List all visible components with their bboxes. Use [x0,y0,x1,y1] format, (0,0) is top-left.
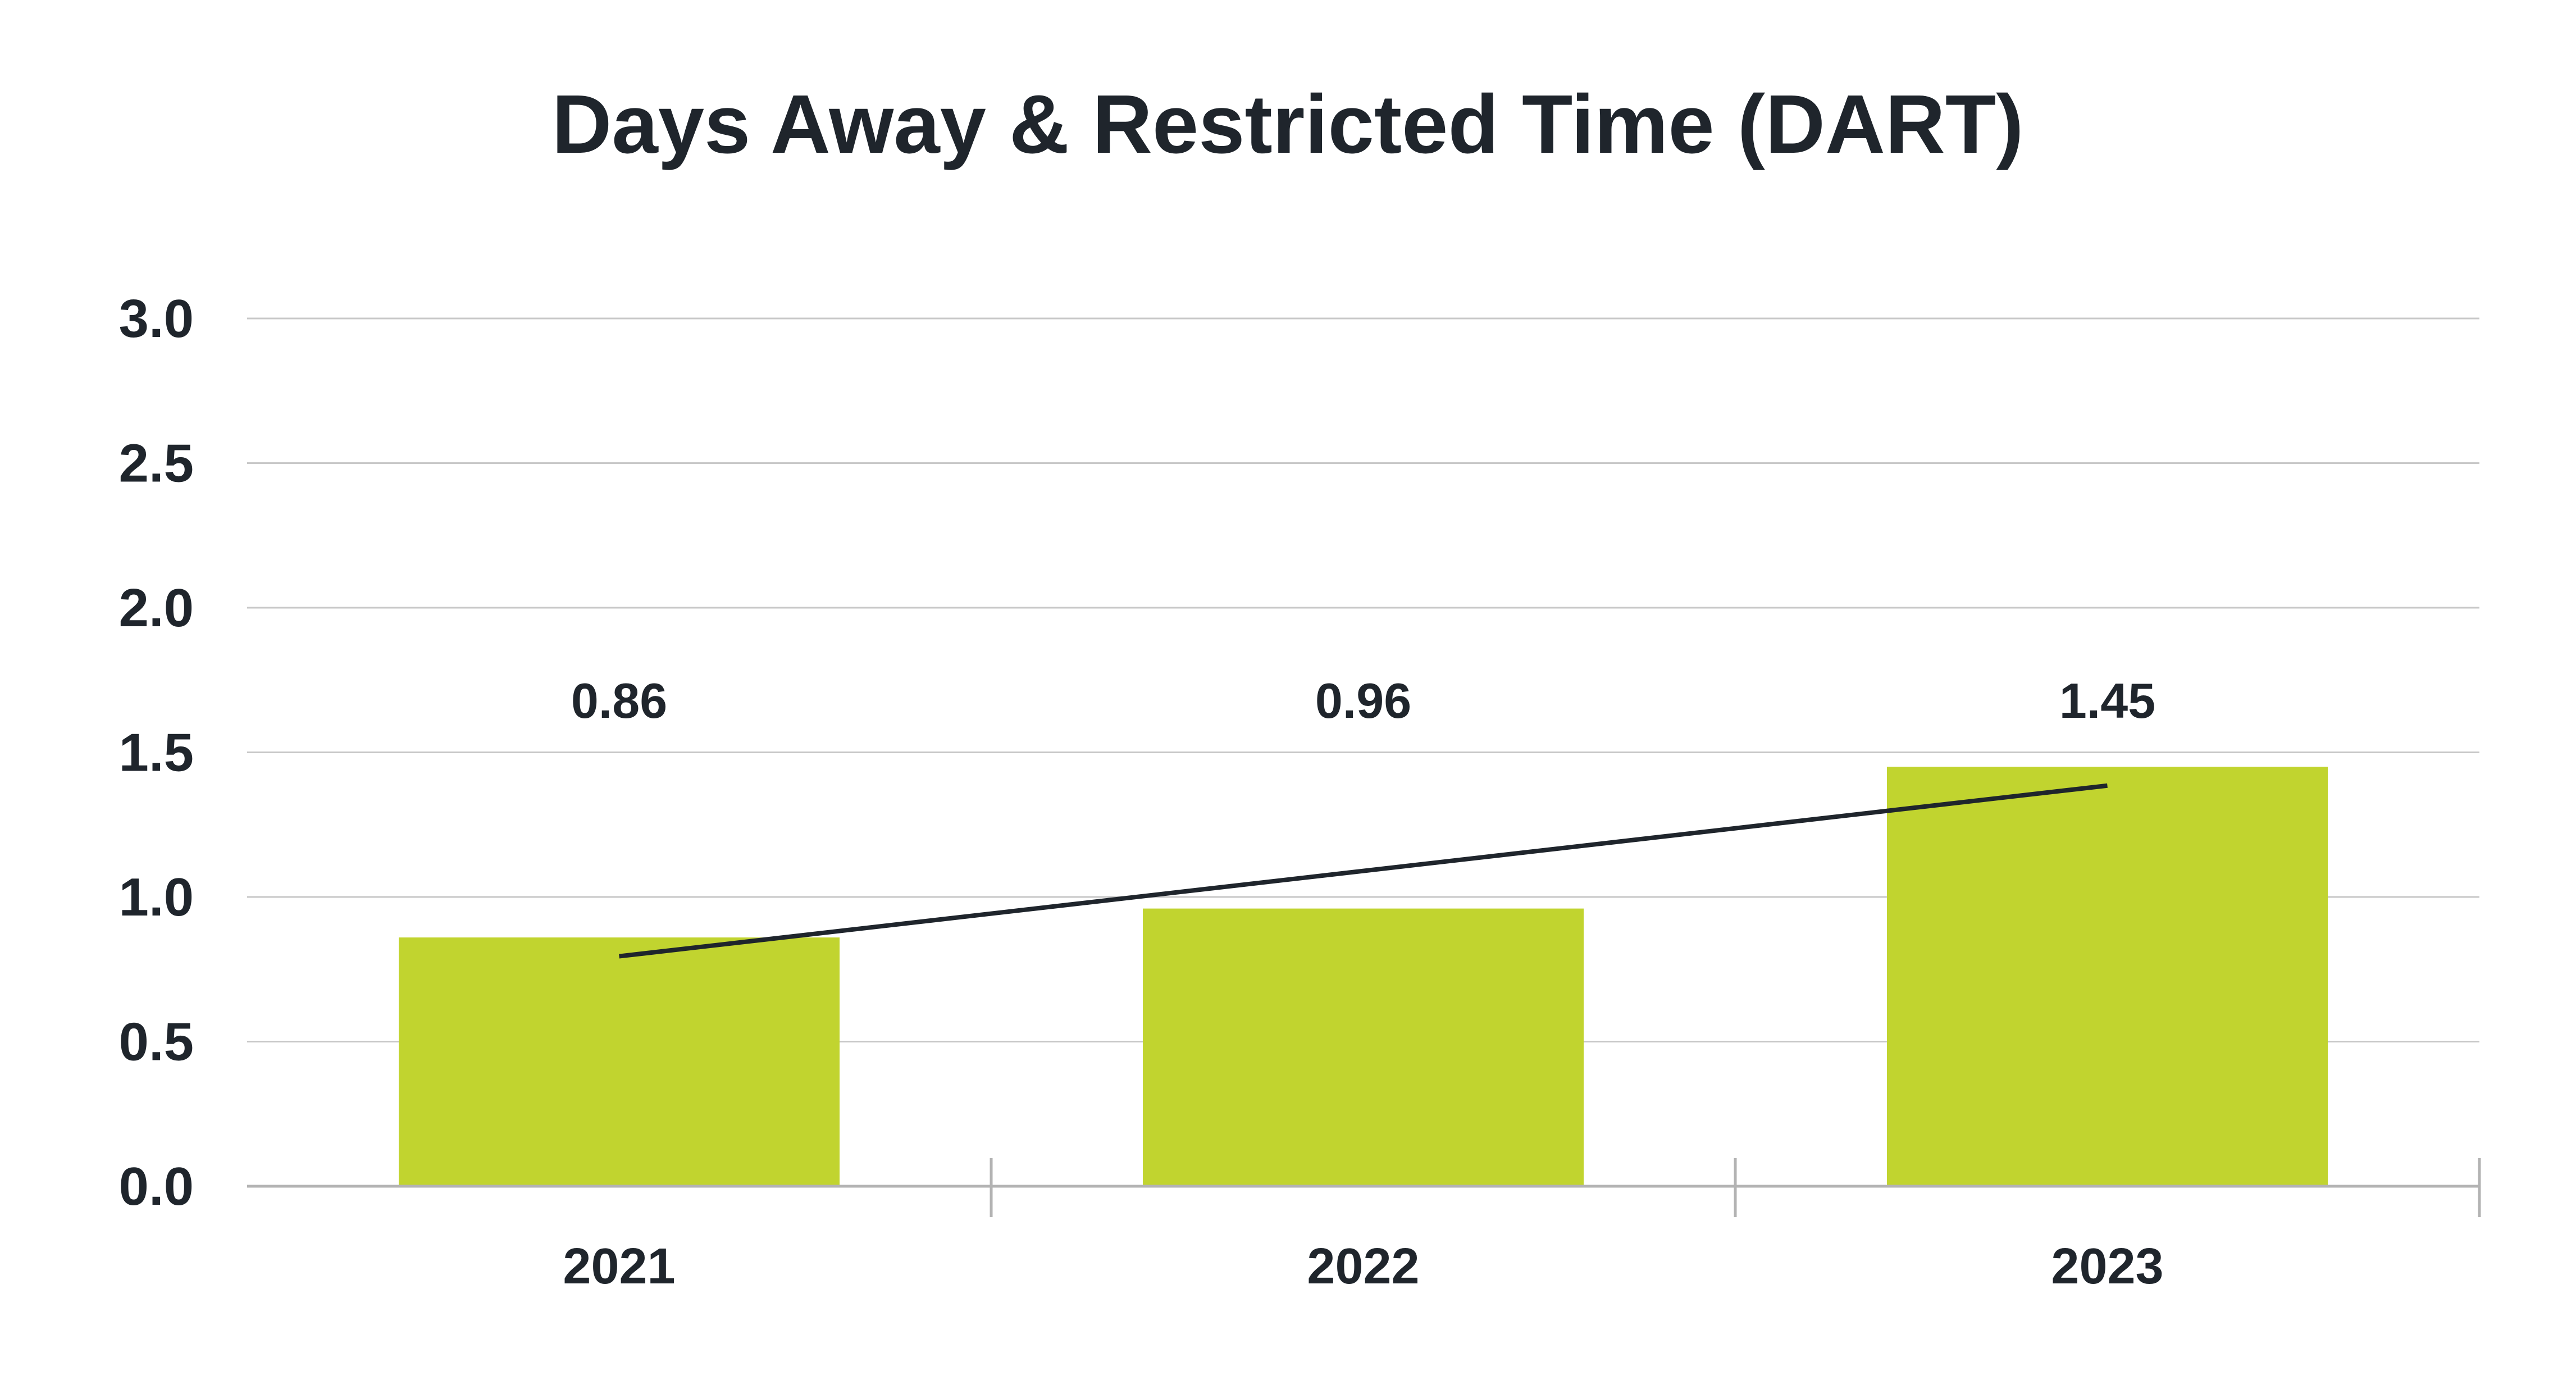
data-labels: 0.86 0.96 1.45 [571,673,2155,728]
bar-2023 [1887,767,2328,1186]
y-tick-label: 2.0 [119,578,194,638]
y-tick-label: 0.5 [119,1012,194,1072]
data-label-2023: 1.45 [2059,673,2155,728]
trendline [619,783,2108,959]
bar-2022 [1143,908,1584,1186]
bar-2021 [399,937,840,1186]
y-tick-label: 1.5 [119,723,194,783]
y-tick-label: 3.0 [119,289,194,349]
x-axis [247,1158,2481,1217]
x-axis-tick-labels: 2021 2022 2023 [563,1238,2163,1295]
y-axis-tick-labels: 0.0 0.5 1.0 1.5 2.0 2.5 3.0 [119,289,194,1217]
bars [399,767,2328,1186]
data-label-2022: 0.96 [1315,673,1411,728]
x-tick-label: 2023 [2051,1238,2163,1295]
x-tick-label: 2022 [1307,1238,1419,1295]
y-tick-label: 2.5 [119,434,194,494]
y-tick-label: 1.0 [119,867,194,927]
data-label-2021: 0.86 [571,673,667,728]
trendline-group [619,783,2108,959]
y-tick-label: 0.0 [119,1156,194,1217]
chart-title: Days Away & Restricted Time (DART) [552,78,2024,171]
x-tick-label: 2021 [563,1238,675,1295]
